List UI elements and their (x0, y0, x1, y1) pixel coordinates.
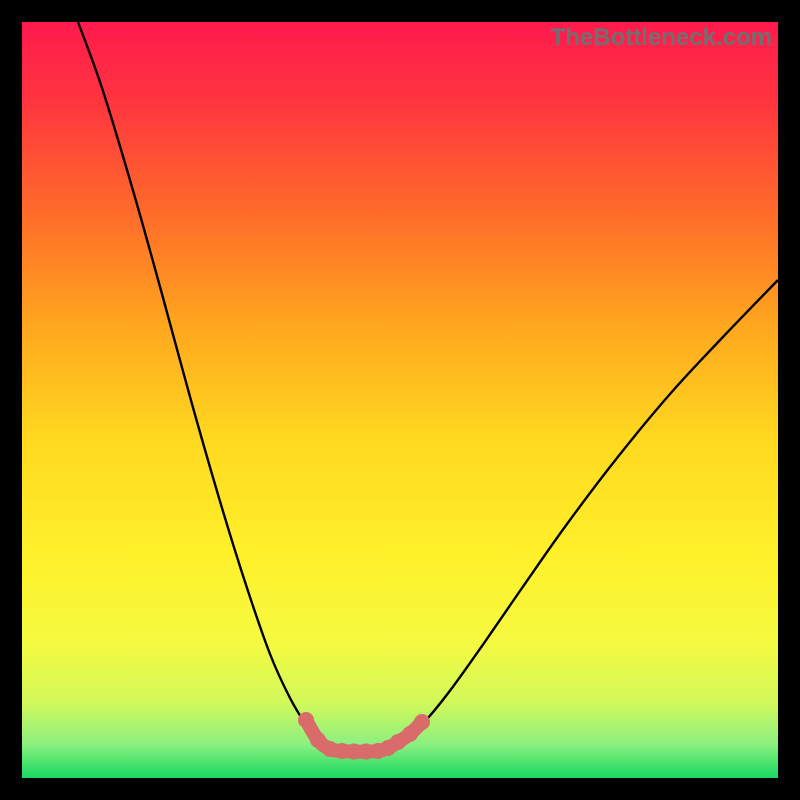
bottleneck-curve (78, 22, 778, 752)
highlight-dot (414, 714, 430, 730)
stage: TheBottleneck.com (0, 0, 800, 800)
highlight-dot (402, 726, 418, 742)
watermark-text: TheBottleneck.com (551, 24, 772, 52)
chart-plot-area: TheBottleneck.com (22, 22, 778, 778)
highlight-dot (298, 712, 314, 728)
curve-svg (22, 22, 778, 778)
